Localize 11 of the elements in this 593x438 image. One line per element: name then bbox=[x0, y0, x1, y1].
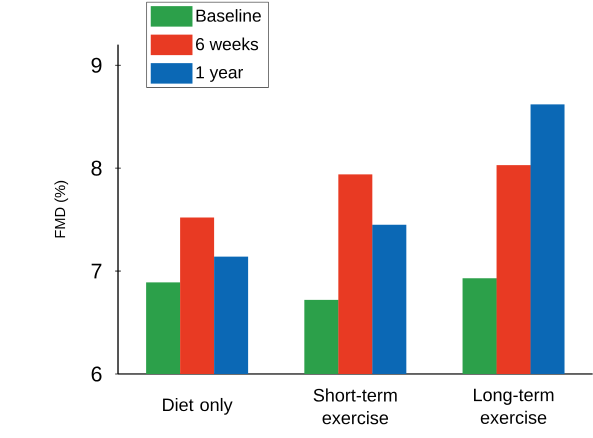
y-tick-label: 6 bbox=[92, 366, 102, 382]
legend-label: 1 year bbox=[196, 66, 244, 82]
x-tick-label: Short-term exercise bbox=[314, 388, 397, 424]
x-tick-label: Long-term exercise bbox=[474, 388, 554, 424]
legend-label: 6 weeks bbox=[196, 38, 258, 50]
x-tick-label: Diet only bbox=[163, 398, 233, 415]
y-tick-label: 7 bbox=[92, 264, 102, 278]
y-axis-title: FMD (%) bbox=[54, 180, 68, 238]
y-tick-label: 9 bbox=[92, 58, 102, 73]
y-tick-label: 8 bbox=[92, 160, 102, 176]
legend-label: Baseline bbox=[196, 9, 261, 22]
